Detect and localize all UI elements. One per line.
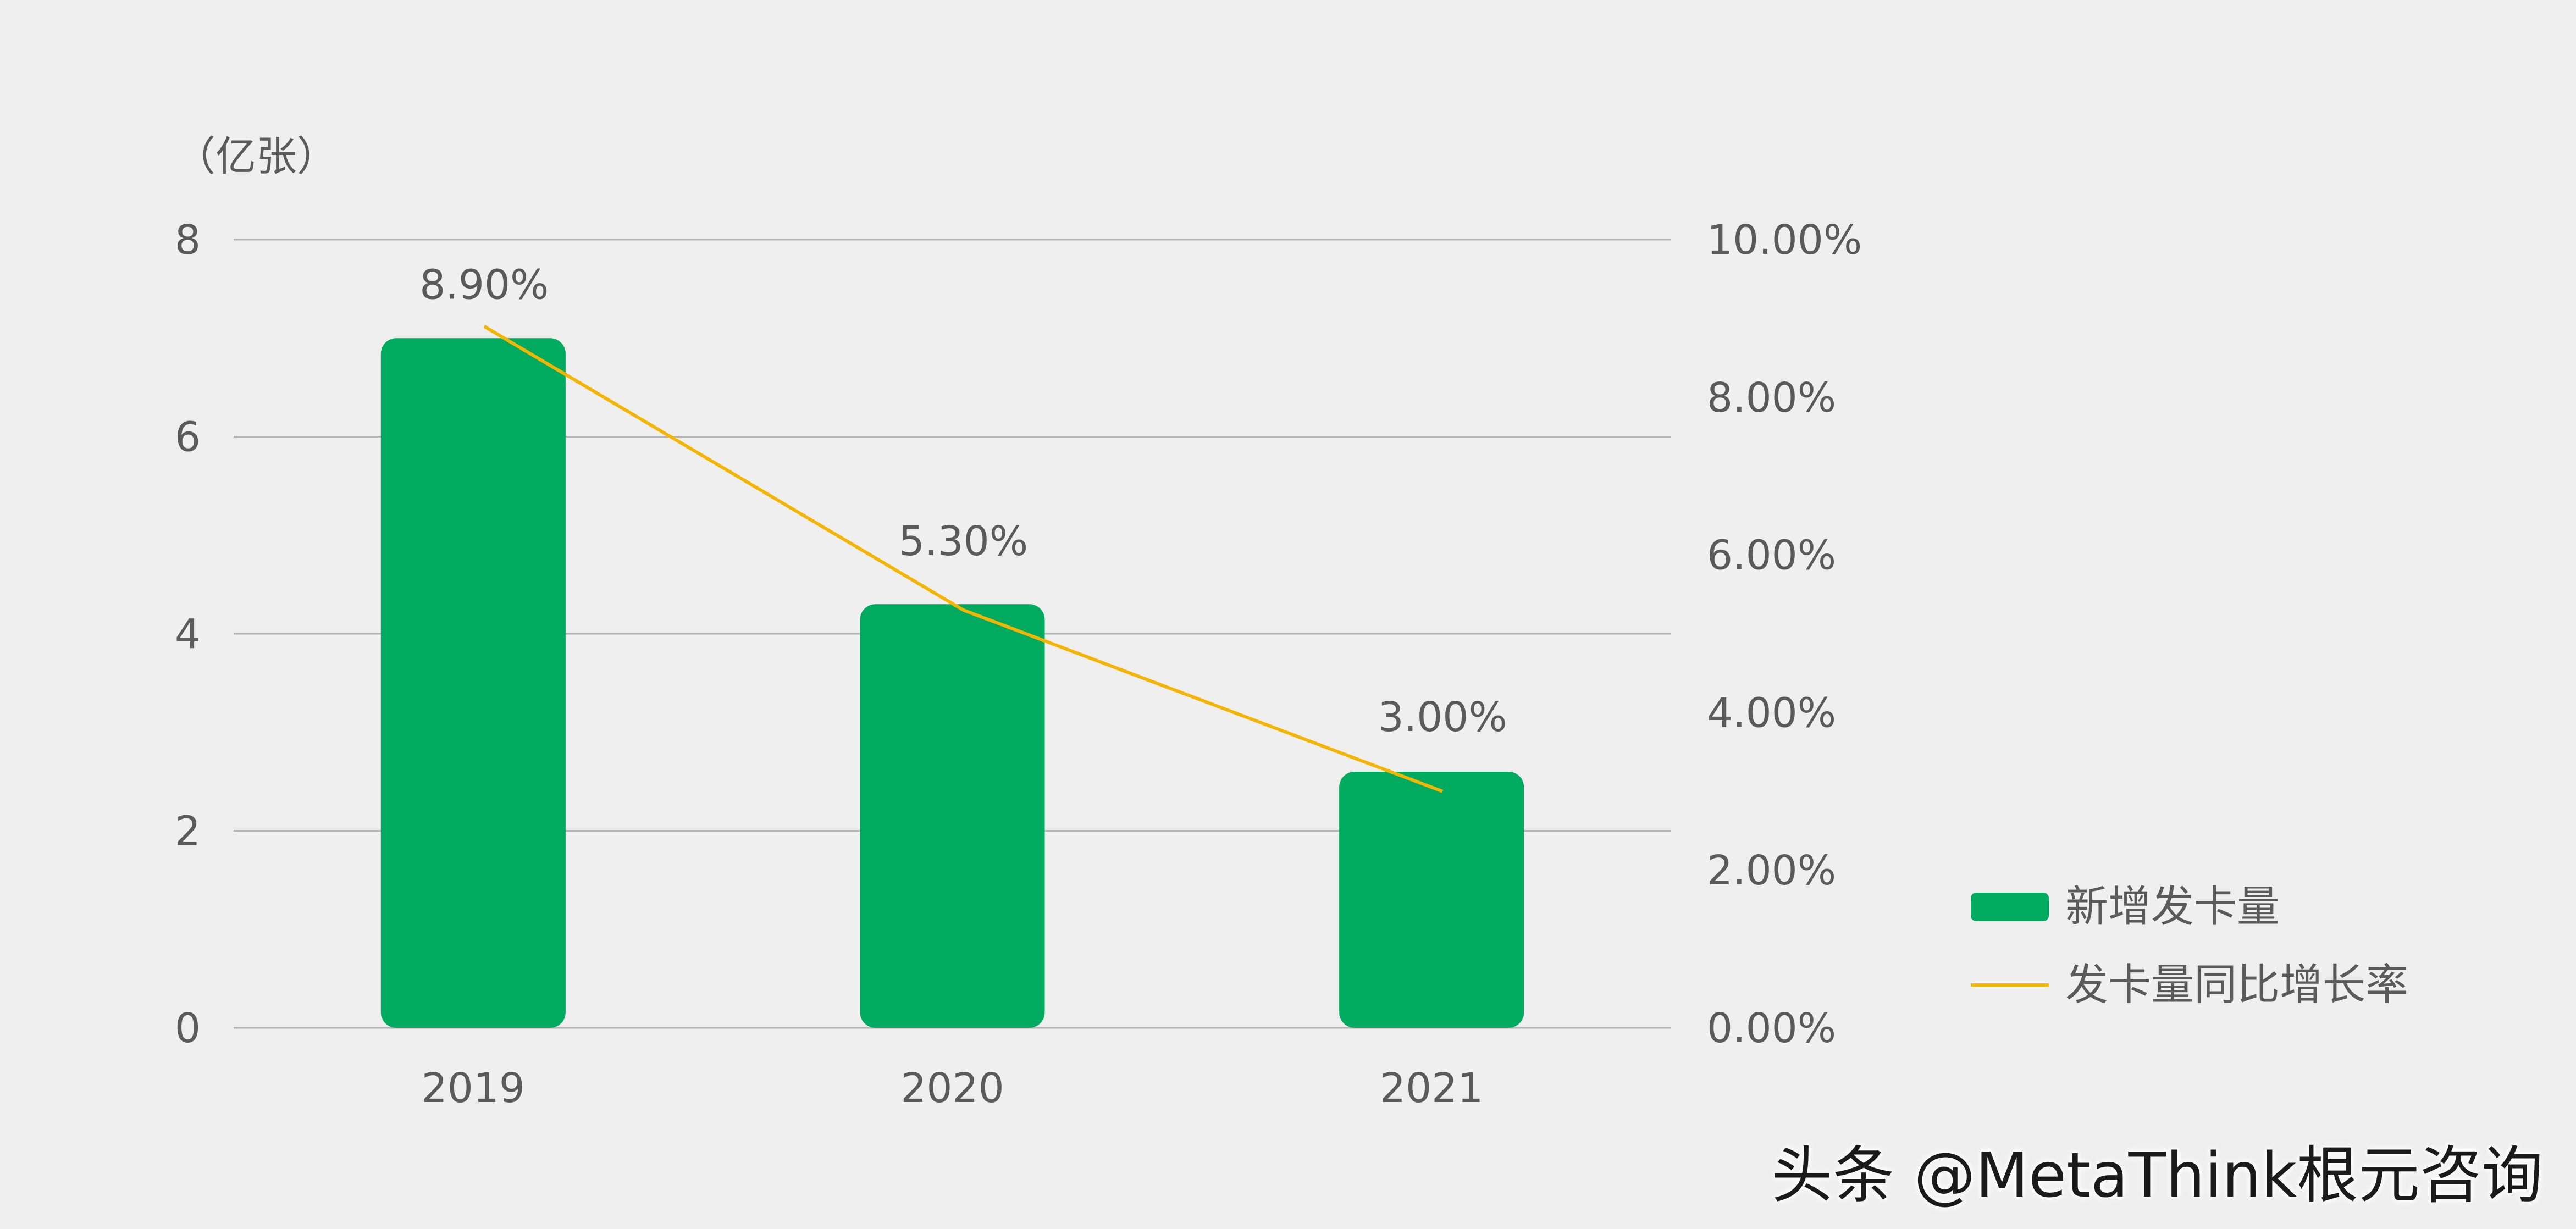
growth-line xyxy=(483,325,1444,793)
legend-label-line: 发卡量同比增长率 xyxy=(2065,960,2408,1010)
bar-series xyxy=(380,338,1524,1028)
line-series xyxy=(483,325,1444,793)
watermark: 头条 @MetaThink根元咨询 xyxy=(1771,1140,2543,1211)
bar xyxy=(860,604,1045,1028)
data-labels: 8.90% 5.30% 3.00% xyxy=(419,262,1507,741)
y-left-tick-label: 4 xyxy=(175,611,201,658)
y-right-tick-label: 0.00% xyxy=(1707,1005,1836,1052)
data-label: 5.30% xyxy=(899,518,1028,565)
y-right-tick-label: 6.00% xyxy=(1707,532,1836,579)
x-tick-label: 2020 xyxy=(900,1065,1004,1112)
y-left-tick-label: 6 xyxy=(175,414,201,461)
data-label: 3.00% xyxy=(1378,694,1507,741)
bar xyxy=(380,338,566,1028)
legend-label-bar: 新增发卡量 xyxy=(2065,882,2280,932)
y-right-tick-label: 10.00% xyxy=(1707,217,1862,264)
y-left-unit-label: （亿张） xyxy=(175,133,338,180)
y-right-tick-label: 2.00% xyxy=(1707,847,1836,894)
y-left-tick-label: 0 xyxy=(175,1005,201,1052)
legend-swatch-bar xyxy=(1971,893,2049,921)
y-left-tick-label: 8 xyxy=(175,217,201,264)
axes: 0 2 4 6 8 0.00% 2.00% 4.00% 6.00% 8.00% 10.00% （亿张）… xyxy=(175,133,1862,1112)
y-right-tick-label: 8.00% xyxy=(1707,374,1836,422)
y-right-tick-label: 4.00% xyxy=(1707,689,1836,737)
bar xyxy=(1339,771,1524,1028)
x-tick-label: 2021 xyxy=(1380,1065,1483,1112)
x-tick-label: 2019 xyxy=(422,1065,525,1112)
y-left-tick-label: 2 xyxy=(175,808,201,855)
data-label: 8.90% xyxy=(419,262,549,309)
